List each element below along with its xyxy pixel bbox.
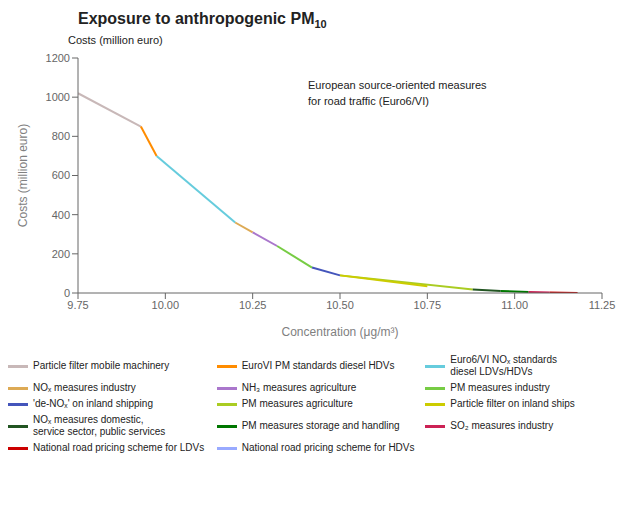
html-text:EuroVI PM standards diesel HDV: EuroVI PM standards diesel HDVs (241, 360, 395, 372)
html-text:European source-oriented measu: European source-oriented measures for ro… (308, 79, 487, 107)
svg-text:1200: 1200 (46, 52, 70, 64)
svg-text:10.75: 10.75 (414, 299, 442, 311)
html-text:National road pricing scheme f: National road pricing scheme for LDVs (33, 442, 205, 454)
svg-text:10.00: 10.00 (152, 299, 180, 311)
html-text:PM measures agriculture: PM measures agriculture (241, 398, 353, 410)
html-text:'de-NOₓ' on inland shipping: 'de-NOₓ' on inland shipping (33, 398, 153, 410)
svg-text:200: 200 (52, 248, 70, 260)
html-text:Euro6/VI NOₓ standards diesel: Euro6/VI NOₓ standards diesel LDVs/HDVs (450, 354, 557, 378)
svg-text:400: 400 (52, 209, 70, 221)
svg-text:600: 600 (52, 170, 70, 182)
svg-text:11.00: 11.00 (501, 299, 528, 311)
svg-text:800: 800 (52, 130, 70, 142)
svg-text:11.25: 11.25 (589, 299, 616, 311)
svg-text:10.25: 10.25 (239, 299, 267, 311)
svg-text:0: 0 (64, 287, 70, 299)
svg-text:Costs (million euro): Costs (million euro) (16, 124, 30, 227)
html-text:Costs (million euro): Costs (million euro) (68, 34, 163, 47)
html-text:Particle filter mobile machine: Particle filter mobile machinery (33, 360, 170, 372)
html-text:PM measures industry: PM measures industry (450, 382, 550, 394)
html-text:NH₃ measures agriculture: NH₃ measures agriculture (241, 382, 357, 394)
svg-text:1000: 1000 (46, 91, 70, 103)
svg-text:Concentration (μg/m³): Concentration (μg/m³) (282, 325, 399, 339)
html-text:Exposure to anthropogenic PM10: Exposure to anthropogenic PM10 (78, 10, 327, 31)
html-text:NOₓ measures industry: NOₓ measures industry (33, 382, 136, 394)
html-text:SO₂ measures industry: SO₂ measures industry (450, 420, 554, 432)
svg-text:9.75: 9.75 (67, 299, 88, 311)
html-text:PM measures storage and handli: PM measures storage and handling (241, 420, 400, 432)
html-text:Particle filter on inland ship: Particle filter on inland ships (450, 398, 575, 410)
html-text:NOₓ measures domestic, service: NOₓ measures domestic, service sector, p… (33, 414, 166, 438)
svg-text:10.50: 10.50 (326, 299, 354, 311)
html-text:National road pricing scheme f: National road pricing scheme for HDVs (241, 442, 415, 454)
